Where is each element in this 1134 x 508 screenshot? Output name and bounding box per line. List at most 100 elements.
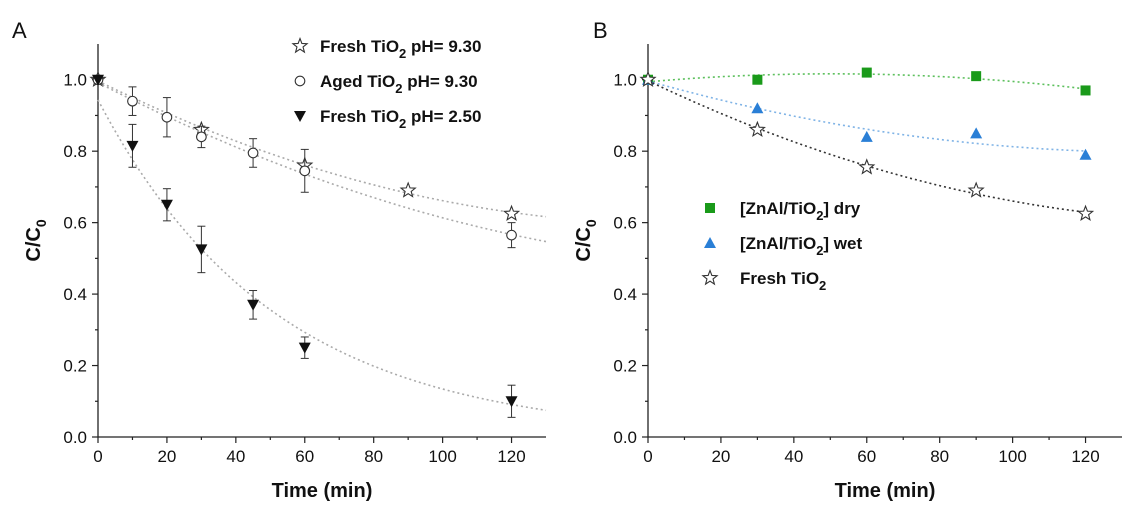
y-axis-title-sub: 0: [33, 219, 49, 227]
data-point: [502, 204, 521, 222]
legend-label: Fresh TiO2 pH= 9.30: [320, 37, 481, 61]
legend-marker: [291, 36, 309, 54]
legend-label-suffix: pH= 9.30: [402, 72, 477, 91]
panel-letter: A: [12, 18, 27, 43]
data-point: [126, 140, 139, 152]
legend-label-main: [ZnAl/TiO: [740, 234, 816, 253]
legend-label-sub: 2: [816, 243, 823, 258]
data-point: [299, 165, 311, 177]
y-tick-label: 0.8: [63, 142, 87, 161]
y-axis-title-main: C/C: [23, 227, 45, 261]
x-axis-title: Time (min): [272, 480, 373, 502]
data-point: [298, 342, 311, 354]
legend-entry-2: Fresh TiO2 pH= 2.50: [294, 107, 481, 131]
data-point: [127, 95, 138, 107]
fit-curve: [647, 80, 1086, 152]
legend-label-suffix: pH= 9.30: [406, 37, 481, 56]
x-tick-label: 60: [295, 447, 314, 466]
legend-label: Aged TiO2 pH= 9.30: [320, 72, 478, 96]
y-axis-title: C/C0: [573, 219, 599, 261]
x-tick-label: 120: [1071, 447, 1099, 466]
y-tick-label: 1.0: [613, 71, 637, 90]
data-point: [751, 102, 764, 114]
legend-marker: [701, 268, 719, 286]
legend-marker: [294, 75, 306, 87]
fit-curve: [97, 81, 547, 243]
x-tick-label: 60: [857, 447, 876, 466]
y-tick-label: 0.6: [63, 214, 87, 233]
data-point: [752, 74, 763, 85]
data-point: [639, 70, 657, 88]
y-tick-label: 1.0: [63, 71, 87, 90]
y-tick-label: 0.8: [613, 142, 637, 161]
data-point: [1076, 204, 1095, 222]
x-tick-label: 120: [497, 447, 525, 466]
legend-label: [ZnAl/TiO2] wet: [740, 234, 862, 258]
legend-label-sub: 2: [399, 46, 406, 61]
data-point: [247, 299, 260, 311]
x-tick-label: 100: [998, 447, 1026, 466]
legend-label-main: Fresh TiO: [320, 37, 399, 56]
legend-entry-1: [ZnAl/TiO2] wet: [704, 234, 862, 258]
legend-entry-0: [ZnAl/TiO2] dry: [705, 199, 861, 223]
fit-curve: [97, 80, 547, 218]
y-tick-label: 0.2: [613, 357, 637, 376]
data-point: [161, 111, 173, 123]
x-tick-label: 40: [226, 447, 245, 466]
legend-marker: [704, 237, 716, 248]
y-tick-label: 0.4: [613, 285, 637, 304]
series-0: [643, 67, 1091, 96]
x-tick-label: 100: [428, 447, 456, 466]
y-axis-title: C/C0: [23, 219, 49, 261]
y-tick-label: 0.4: [63, 285, 87, 304]
fit-curve: [647, 79, 1086, 213]
legend-label-main: [ZnAl/TiO: [740, 199, 816, 218]
fit-curve: [97, 99, 547, 412]
legend-label-suffix: ] dry: [823, 199, 860, 218]
data-point: [858, 158, 876, 175]
x-axis-title: Time (min): [835, 480, 936, 502]
data-point: [967, 181, 985, 198]
data-point: [247, 147, 259, 159]
data-point: [971, 71, 982, 82]
axis-lines: [647, 44, 1122, 438]
data-point: [506, 229, 517, 241]
legend-entry-0: Fresh TiO2 pH= 9.30: [291, 36, 481, 61]
legend-label-sub: 2: [816, 208, 823, 223]
axis-lines: [97, 44, 546, 438]
legend-label-suffix: ] wet: [823, 234, 862, 253]
x-tick-label: 20: [711, 447, 730, 466]
panel-letter: B: [593, 18, 608, 43]
series-1: [642, 73, 1092, 160]
x-tick-label: 0: [93, 447, 102, 466]
legend-marker: [294, 111, 306, 122]
x-tick-label: 20: [157, 447, 176, 466]
series-2: [639, 70, 1095, 222]
series-1: [92, 74, 547, 249]
legend-label-main: Fresh TiO: [320, 107, 399, 126]
legend-label-sub: 2: [399, 116, 406, 131]
y-tick-label: 0.0: [63, 428, 87, 447]
x-tick-label: 0: [643, 447, 652, 466]
legend-label: Fresh TiO2 pH= 2.50: [320, 107, 481, 131]
legend-label-suffix: pH= 2.50: [406, 107, 481, 126]
legend-entry-2: Fresh TiO2: [701, 268, 826, 293]
data-point: [195, 244, 208, 256]
legend-label-main: Fresh TiO: [740, 269, 819, 288]
legend-label-main: Aged TiO: [320, 72, 395, 91]
legend-label-sub: 2: [395, 81, 402, 96]
legend-label-sub: 2: [819, 278, 826, 293]
series-2: [92, 74, 547, 418]
x-tick-label: 80: [930, 447, 949, 466]
data-point: [1079, 148, 1092, 160]
data-point: [399, 181, 417, 198]
y-axis-title-sub: 0: [583, 219, 599, 227]
y-tick-label: 0.6: [613, 214, 637, 233]
legend-label: [ZnAl/TiO2] dry: [740, 199, 861, 223]
data-point: [505, 396, 518, 408]
data-point: [196, 131, 207, 143]
data-point: [160, 199, 173, 211]
